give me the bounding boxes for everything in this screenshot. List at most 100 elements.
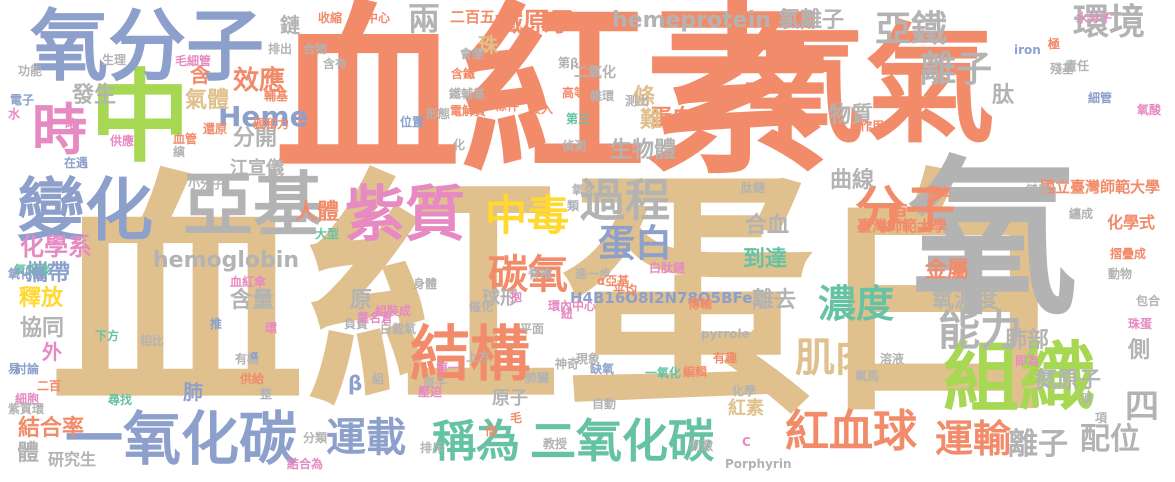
word-98: 合物 (303, 42, 328, 56)
word-182: 催化 (469, 300, 494, 314)
word-153: 鏈盤 (1026, 183, 1051, 197)
word-36: 蛋白質 (650, 106, 717, 131)
word-141: 紫質環 (8, 402, 45, 416)
word-40: 更 (886, 203, 909, 228)
word-103: 電子 (10, 93, 35, 107)
word-119: 白肽鏈 (649, 261, 686, 275)
word-86: 收縮 (318, 11, 343, 25)
word-100: 親和力 (253, 117, 290, 131)
word-39: 合血 (745, 213, 790, 238)
word-99: 含有 (323, 57, 348, 71)
word-183: 進一步 (575, 267, 612, 281)
word-9: 亞基 (183, 164, 323, 246)
word-201: 項 (1095, 411, 1108, 425)
word-30: 兩 (408, 0, 441, 38)
word-149: 氧化碳 (8, 267, 45, 281)
word-53: 人體 (295, 200, 340, 225)
word-186: 白載氧 (380, 322, 417, 336)
word-130: 化學 (732, 384, 757, 398)
word-31: 鐵原子 (497, 8, 576, 38)
word-146: 相比 (140, 334, 165, 348)
word-45: 側 (1128, 338, 1151, 363)
word-51: 氣體 (185, 88, 230, 113)
word-91: 雜環 (590, 89, 615, 103)
word-6: 氧分子 (30, 2, 265, 92)
word-76: 難 (640, 108, 663, 133)
word-105: 血管 (173, 132, 198, 146)
word-131: 自動 (592, 397, 617, 411)
word-70: 原 (350, 288, 373, 313)
word-109: 氧化 (572, 183, 597, 197)
word-65: 到達 (743, 247, 788, 272)
word-104: 供應 (110, 134, 135, 148)
word-162: 第β (558, 56, 579, 70)
word-152: 國立 (927, 185, 952, 199)
word-82: 外 (42, 340, 62, 364)
word-92: 測出 (625, 94, 650, 108)
word-134: Porphyrin (725, 457, 792, 471)
word-161: 放氧 (745, 37, 770, 51)
word-171: 位置 (400, 115, 425, 129)
word-158: 責任 (1065, 59, 1090, 73)
word-166: 吸入 (529, 102, 554, 116)
word-124: 肺臟 (525, 371, 550, 385)
word-47: 離子 (1008, 427, 1068, 462)
word-139: 討論 (15, 362, 40, 376)
word-156: 纏成 (1069, 207, 1094, 221)
word-2: 血紅蛋白 (50, 149, 1071, 446)
word-165: 第三 (566, 112, 591, 126)
word-116: 供給 (240, 372, 265, 386)
word-94: 細管 (1088, 91, 1113, 105)
word-136: 結合為 (287, 457, 324, 471)
word-173: 作用 (860, 119, 885, 133)
word-112: 血紅傘 (230, 275, 267, 289)
word-170: 形態 (426, 107, 451, 121)
word-62: 體 (17, 441, 40, 466)
word-26: 碳氧 (488, 252, 568, 298)
word-96: 毛細管 (175, 54, 212, 68)
word-61: 結合率 (18, 416, 85, 441)
word-27: 環境 (1073, 2, 1146, 43)
word-137: 壓迫 (418, 385, 443, 399)
word-23: 過程 (580, 174, 671, 227)
word-28: 亞鐵 (875, 9, 948, 50)
word-135: 分類 (303, 431, 328, 445)
word-5: 中 (90, 59, 190, 176)
word-75: 條 (633, 85, 656, 110)
word-52: 分開 (233, 126, 278, 151)
word-185: 組裝成 (375, 304, 412, 318)
word-110: 大型 (315, 227, 340, 241)
word-89: 鐵輔基 (449, 87, 486, 101)
word-88: 二氧化 (574, 65, 616, 81)
word-129: 即為 (1015, 354, 1040, 368)
word-48: 配位 (1080, 422, 1140, 457)
word-78: 二百五十 (450, 8, 511, 26)
word-145: 下方 (95, 329, 120, 343)
word-191: 紐 (561, 307, 574, 321)
word-148: 推 (210, 317, 223, 331)
word-196: 溶液 (880, 352, 905, 366)
word-38: 曲線 (830, 168, 875, 193)
word-169: 電解質 (450, 104, 487, 118)
word-25: 蛋白 (598, 222, 672, 265)
word-155: 動物 (1108, 267, 1133, 281)
word-19: 濃度 (818, 282, 895, 326)
word-193: 神奇 (555, 357, 580, 371)
word-199: C (742, 435, 751, 449)
word-195: 有趣 (713, 351, 738, 365)
word-190: 平面 (520, 322, 545, 336)
word-22: 能力 (938, 306, 1023, 355)
word-84: β (348, 371, 363, 395)
word-107: 在遇 (64, 156, 89, 170)
word-71: H4B16O8I2N78O5BFe (570, 289, 753, 307)
word-101: 輔基 (264, 89, 289, 103)
word-157: 摺疊成 (1110, 247, 1147, 261)
word-77: 珠 (478, 33, 498, 57)
word-57: 發生 (72, 83, 117, 108)
word-43: 肺部 (1005, 328, 1050, 353)
word-42: 氧濃度 (932, 288, 999, 313)
word-1: 血紅素 (275, 0, 830, 200)
word-198: 倍 (485, 424, 498, 438)
word-79: 鏈 (280, 13, 300, 37)
word-13: 一氧化碳 (65, 405, 298, 473)
